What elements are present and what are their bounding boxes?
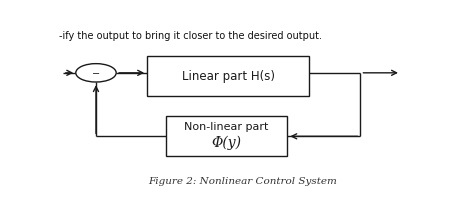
Text: Non-linear part: Non-linear part (184, 122, 269, 132)
Bar (147, 56, 309, 96)
Text: −: − (92, 70, 100, 79)
Text: -ify the output to bring it closer to the desired output.: -ify the output to bring it closer to th… (59, 31, 322, 41)
Circle shape (76, 64, 116, 82)
Text: Linear part H(s): Linear part H(s) (182, 70, 275, 83)
Bar (166, 116, 287, 156)
Text: Figure 2: Nonlinear Control System: Figure 2: Nonlinear Control System (148, 178, 337, 186)
Text: Φ(y): Φ(y) (211, 136, 241, 150)
